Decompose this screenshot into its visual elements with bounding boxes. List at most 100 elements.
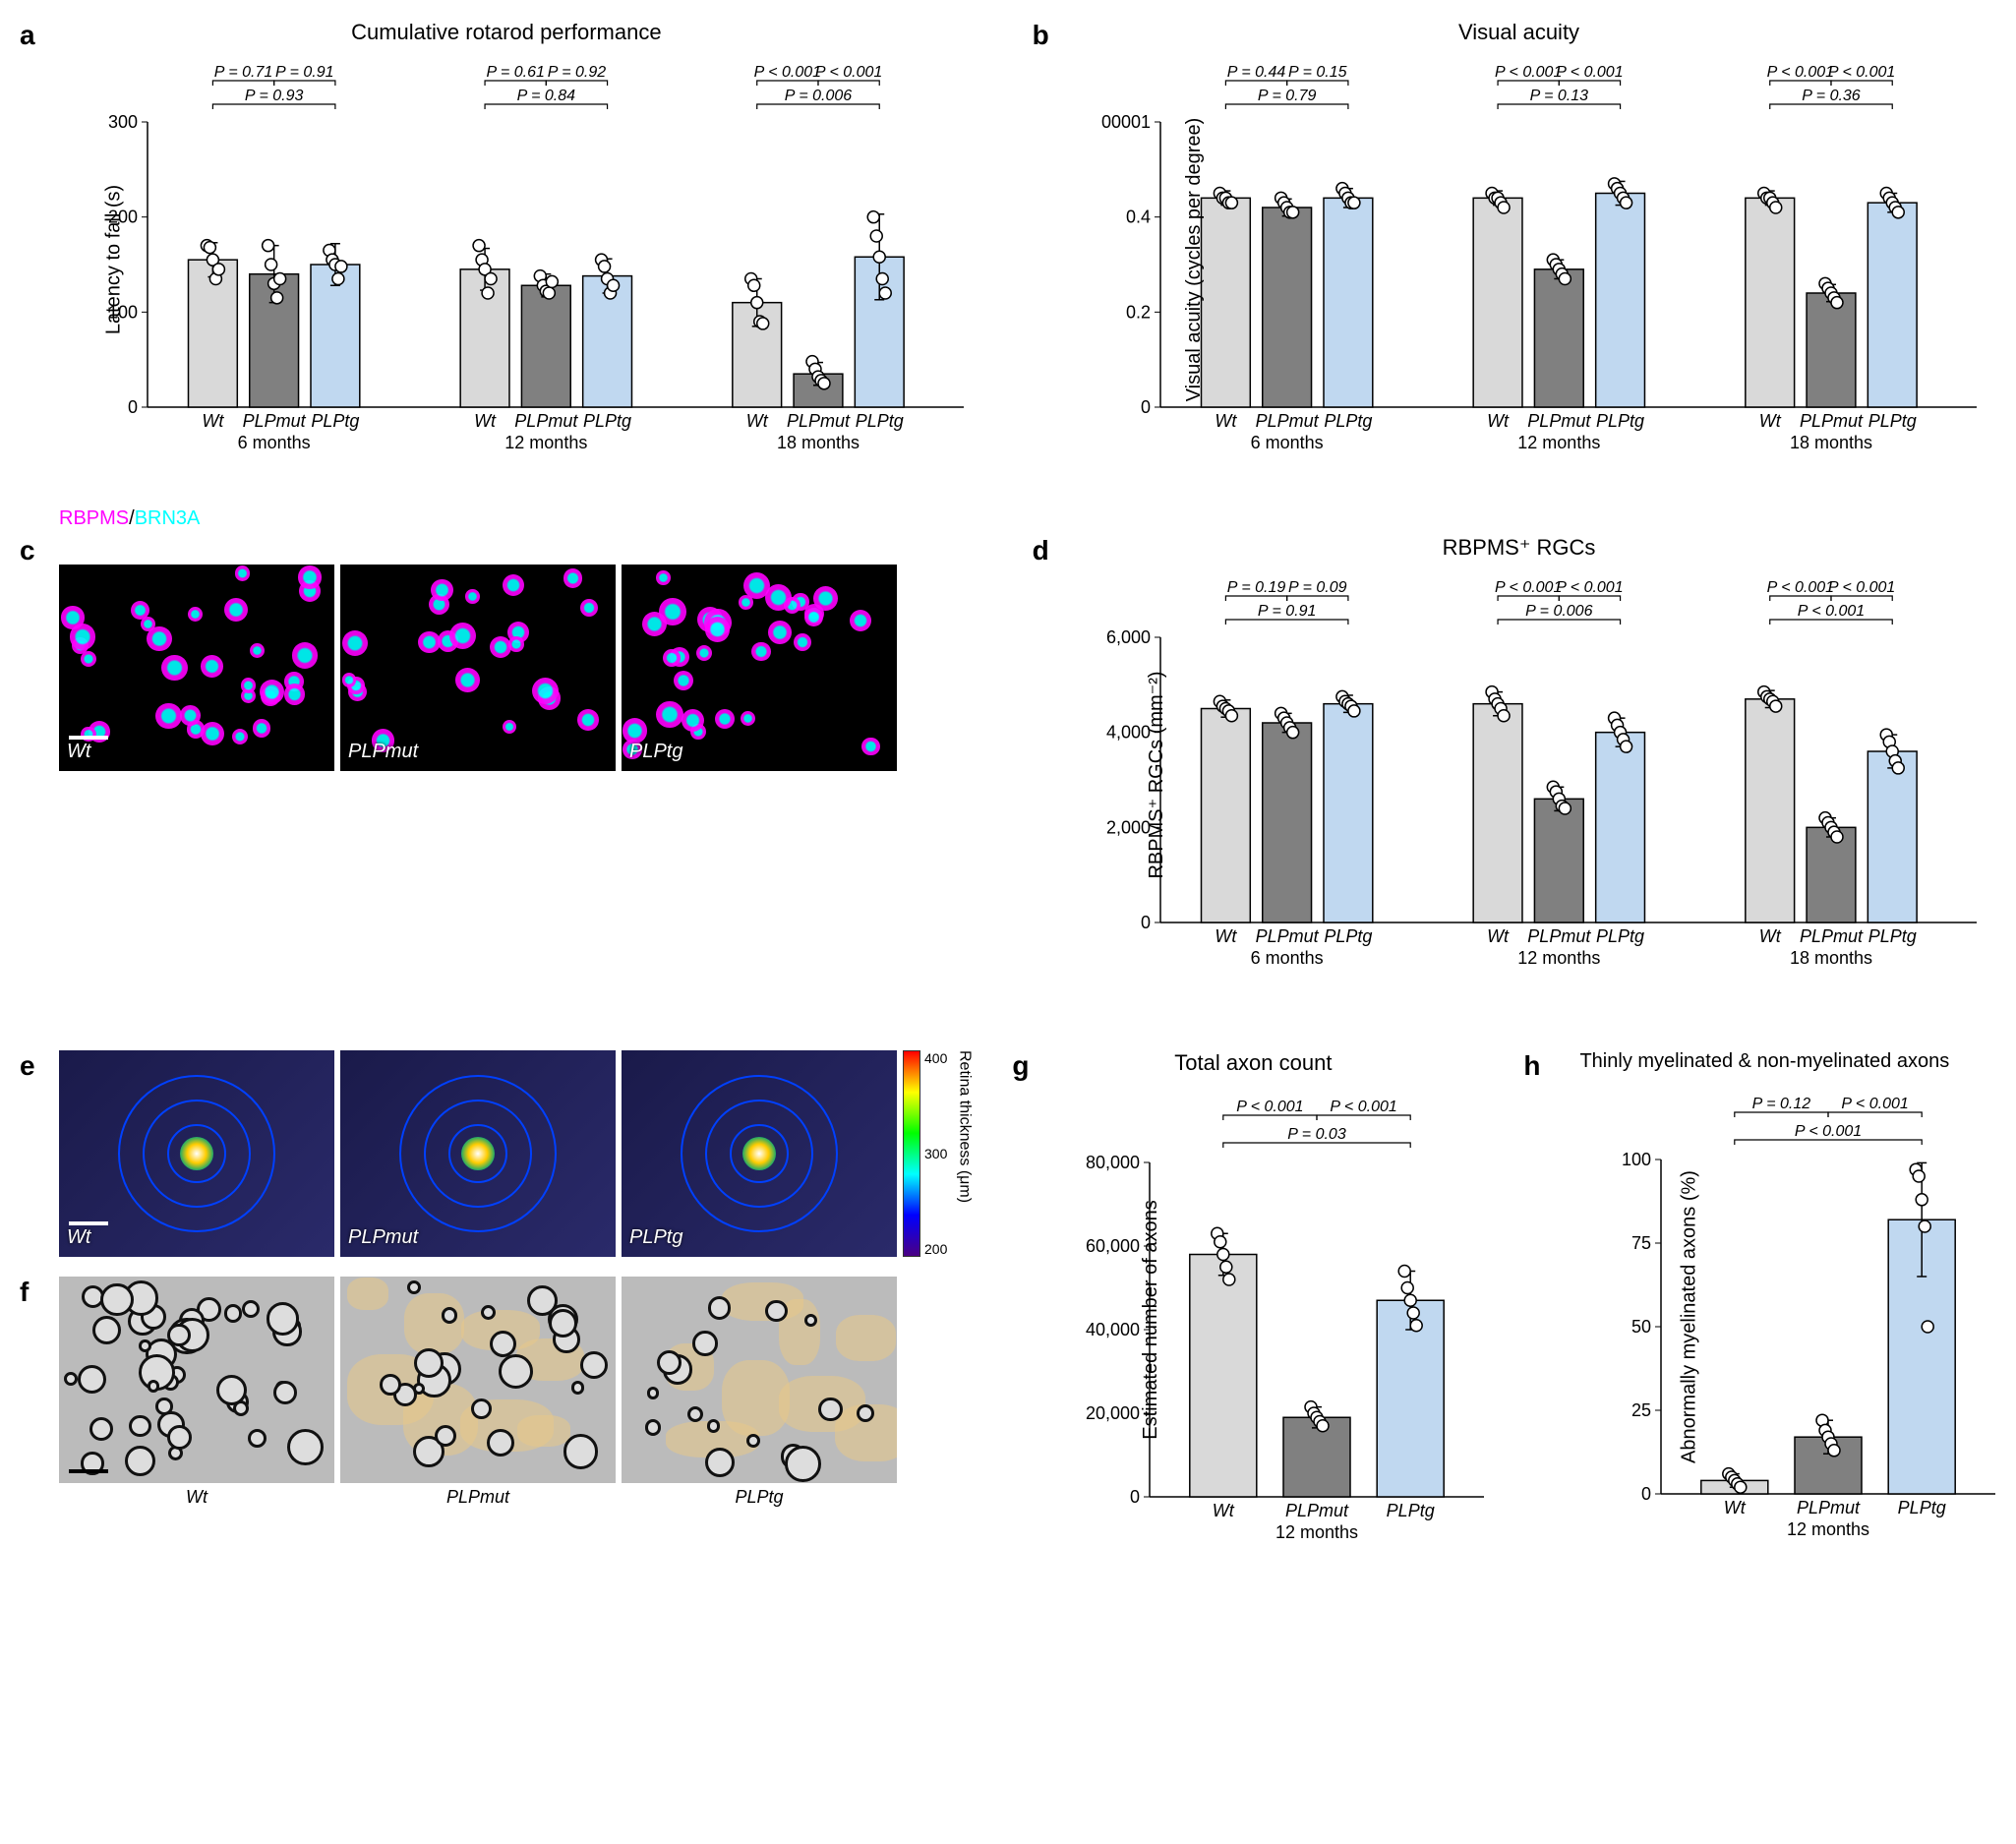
panel-f: f Wt PLPmut PLPtg [20,1277,973,1508]
colorbar-wrap: 400 300 200 Retina thickness (μm) [903,1050,973,1257]
scalebar [69,1469,108,1473]
micro-label: PLPmut [348,741,418,763]
panel-f-label-plpmut: PLPmut [340,1487,616,1508]
svg-text:P = 0.92: P = 0.92 [548,64,607,81]
micro-label: PLPtg [629,741,682,763]
oct-image: PLPtg [622,1050,897,1257]
svg-text:100: 100 [1622,1150,1651,1169]
panel-h-ylabel: Abnormally myelinated axons (%) [1679,1170,1701,1463]
panel-b-title: Visual acuity [1033,20,2006,45]
svg-text:60,000: 60,000 [1086,1236,1140,1256]
panel-a: a Cumulative rotarod performance Latency… [20,20,993,506]
svg-text:P = 0.84: P = 0.84 [517,88,576,104]
svg-text:Wt: Wt [1487,926,1510,946]
panel-e-label: e [20,1050,35,1082]
svg-text:P = 0.91: P = 0.91 [1258,603,1316,620]
panel-f-label: f [20,1277,29,1308]
svg-text:6 months: 6 months [1250,948,1323,968]
svg-text:PLPtg: PLPtg [1596,926,1644,946]
svg-text:Wt: Wt [1487,411,1510,431]
micro-image-c: Wt [59,565,334,771]
panel-b: b Visual acuity Visual acuity (cycles pe… [1033,20,2006,506]
em-image [622,1277,897,1483]
svg-text:Wt: Wt [1215,926,1237,946]
svg-text:12 months: 12 months [1517,948,1600,968]
svg-text:P = 0.91: P = 0.91 [275,64,333,81]
panel-f-label-plptg: PLPtg [622,1487,897,1508]
svg-text:P = 0.79: P = 0.79 [1258,88,1317,104]
svg-text:0: 0 [1141,913,1151,932]
svg-text:P = 0.61: P = 0.61 [486,64,544,81]
svg-text:P = 0.03: P = 0.03 [1288,1126,1347,1143]
svg-text:0.6000000000000001: 0.6000000000000001 [1101,112,1151,132]
retina-colorbar [903,1050,920,1257]
svg-text:6 months: 6 months [238,433,311,452]
panel-c: c RBPMS/BRN3A WtPLPmutPLPtg [20,535,993,1021]
svg-text:P = 0.13: P = 0.13 [1529,88,1588,104]
panel-f-label-wt: Wt [59,1487,334,1508]
svg-text:P < 0.001: P < 0.001 [1556,579,1623,596]
svg-text:300: 300 [108,112,138,132]
svg-text:0: 0 [1641,1484,1651,1504]
svg-text:25: 25 [1631,1400,1651,1420]
panel-g-title: Total axon count [1012,1050,1494,1076]
svg-text:P = 0.19: P = 0.19 [1226,579,1285,596]
svg-text:Wt: Wt [746,411,769,431]
svg-text:P = 0.006: P = 0.006 [785,88,852,104]
svg-text:PLPtg: PLPtg [856,411,904,431]
svg-text:PLPmut: PLPmut [1527,411,1591,431]
svg-text:P = 0.36: P = 0.36 [1802,88,1861,104]
svg-text:P = 0.09: P = 0.09 [1288,579,1347,596]
svg-text:P = 0.15: P = 0.15 [1288,64,1347,81]
rbpms-label: RBPMS [59,507,129,529]
svg-text:PLPtg: PLPtg [1898,1498,1946,1517]
svg-text:0: 0 [1130,1487,1140,1507]
panel-d-title: RBPMS⁺ RGCs [1033,535,2006,561]
svg-text:P < 0.001: P < 0.001 [1495,64,1562,81]
svg-text:P < 0.001: P < 0.001 [1828,64,1895,81]
svg-text:P = 0.93: P = 0.93 [245,88,304,104]
svg-text:PLPtg: PLPtg [1324,411,1372,431]
svg-text:6,000: 6,000 [1106,627,1151,647]
colorbar-tick: 200 [924,1241,947,1257]
colorbar-ticks: 400 300 200 [924,1050,947,1257]
svg-text:P < 0.001: P < 0.001 [1331,1099,1397,1115]
svg-text:Wt: Wt [474,411,497,431]
svg-text:P = 0.006: P = 0.006 [1525,603,1592,620]
row-ab: a Cumulative rotarod performance Latency… [20,20,2005,506]
svg-text:18 months: 18 months [1790,433,1872,452]
panel-a-chart: Latency to fall (s) 0100200300WtPLPmutPL… [89,53,993,466]
scalebar [69,736,108,740]
svg-text:P < 0.001: P < 0.001 [1797,603,1864,620]
oct-image: PLPmut [340,1050,616,1257]
svg-text:Wt: Wt [1215,411,1237,431]
svg-text:P < 0.001: P < 0.001 [1766,579,1833,596]
scalebar [69,1221,108,1225]
micro-label: PLPtg [629,1226,682,1249]
svg-text:PLPmut: PLPmut [514,411,578,431]
svg-text:80,000: 80,000 [1086,1153,1140,1172]
svg-text:18 months: 18 months [777,433,860,452]
svg-text:P < 0.001: P < 0.001 [1828,579,1895,596]
svg-text:P = 0.12: P = 0.12 [1752,1096,1811,1112]
svg-text:P < 0.001: P < 0.001 [1842,1096,1909,1112]
svg-text:Wt: Wt [1213,1501,1235,1520]
micro-label: Wt [67,741,90,763]
svg-text:P < 0.001: P < 0.001 [1237,1099,1304,1115]
row-ef: e Wt PLPmut PLPtg 400 300 200 Retina thick… [20,1050,973,1595]
svg-text:18 months: 18 months [1790,948,1872,968]
svg-text:6 months: 6 months [1250,433,1323,452]
micro-image-c: PLPmut [340,565,616,771]
colorbar-tick: 300 [924,1146,947,1161]
colorbar-label: Retina thickness (μm) [955,1050,973,1203]
panel-h-chart: Abnormally myelinated axons (%) 02550751… [1592,1081,2005,1553]
svg-text:PLPmut: PLPmut [1800,926,1864,946]
panel-d-chart: RBPMS⁺ RGCs (mm⁻²) 02,0004,0006,000WtPLP… [1101,568,2006,981]
em-image [59,1277,334,1483]
svg-text:P < 0.001: P < 0.001 [1795,1123,1862,1140]
svg-text:P < 0.001: P < 0.001 [1766,64,1833,81]
svg-text:P < 0.001: P < 0.001 [815,64,882,81]
svg-text:PLPmut: PLPmut [787,411,851,431]
micro-label: Wt [67,1226,90,1249]
panel-d-ylabel: RBPMS⁺ RGCs (mm⁻²) [1144,671,1168,878]
